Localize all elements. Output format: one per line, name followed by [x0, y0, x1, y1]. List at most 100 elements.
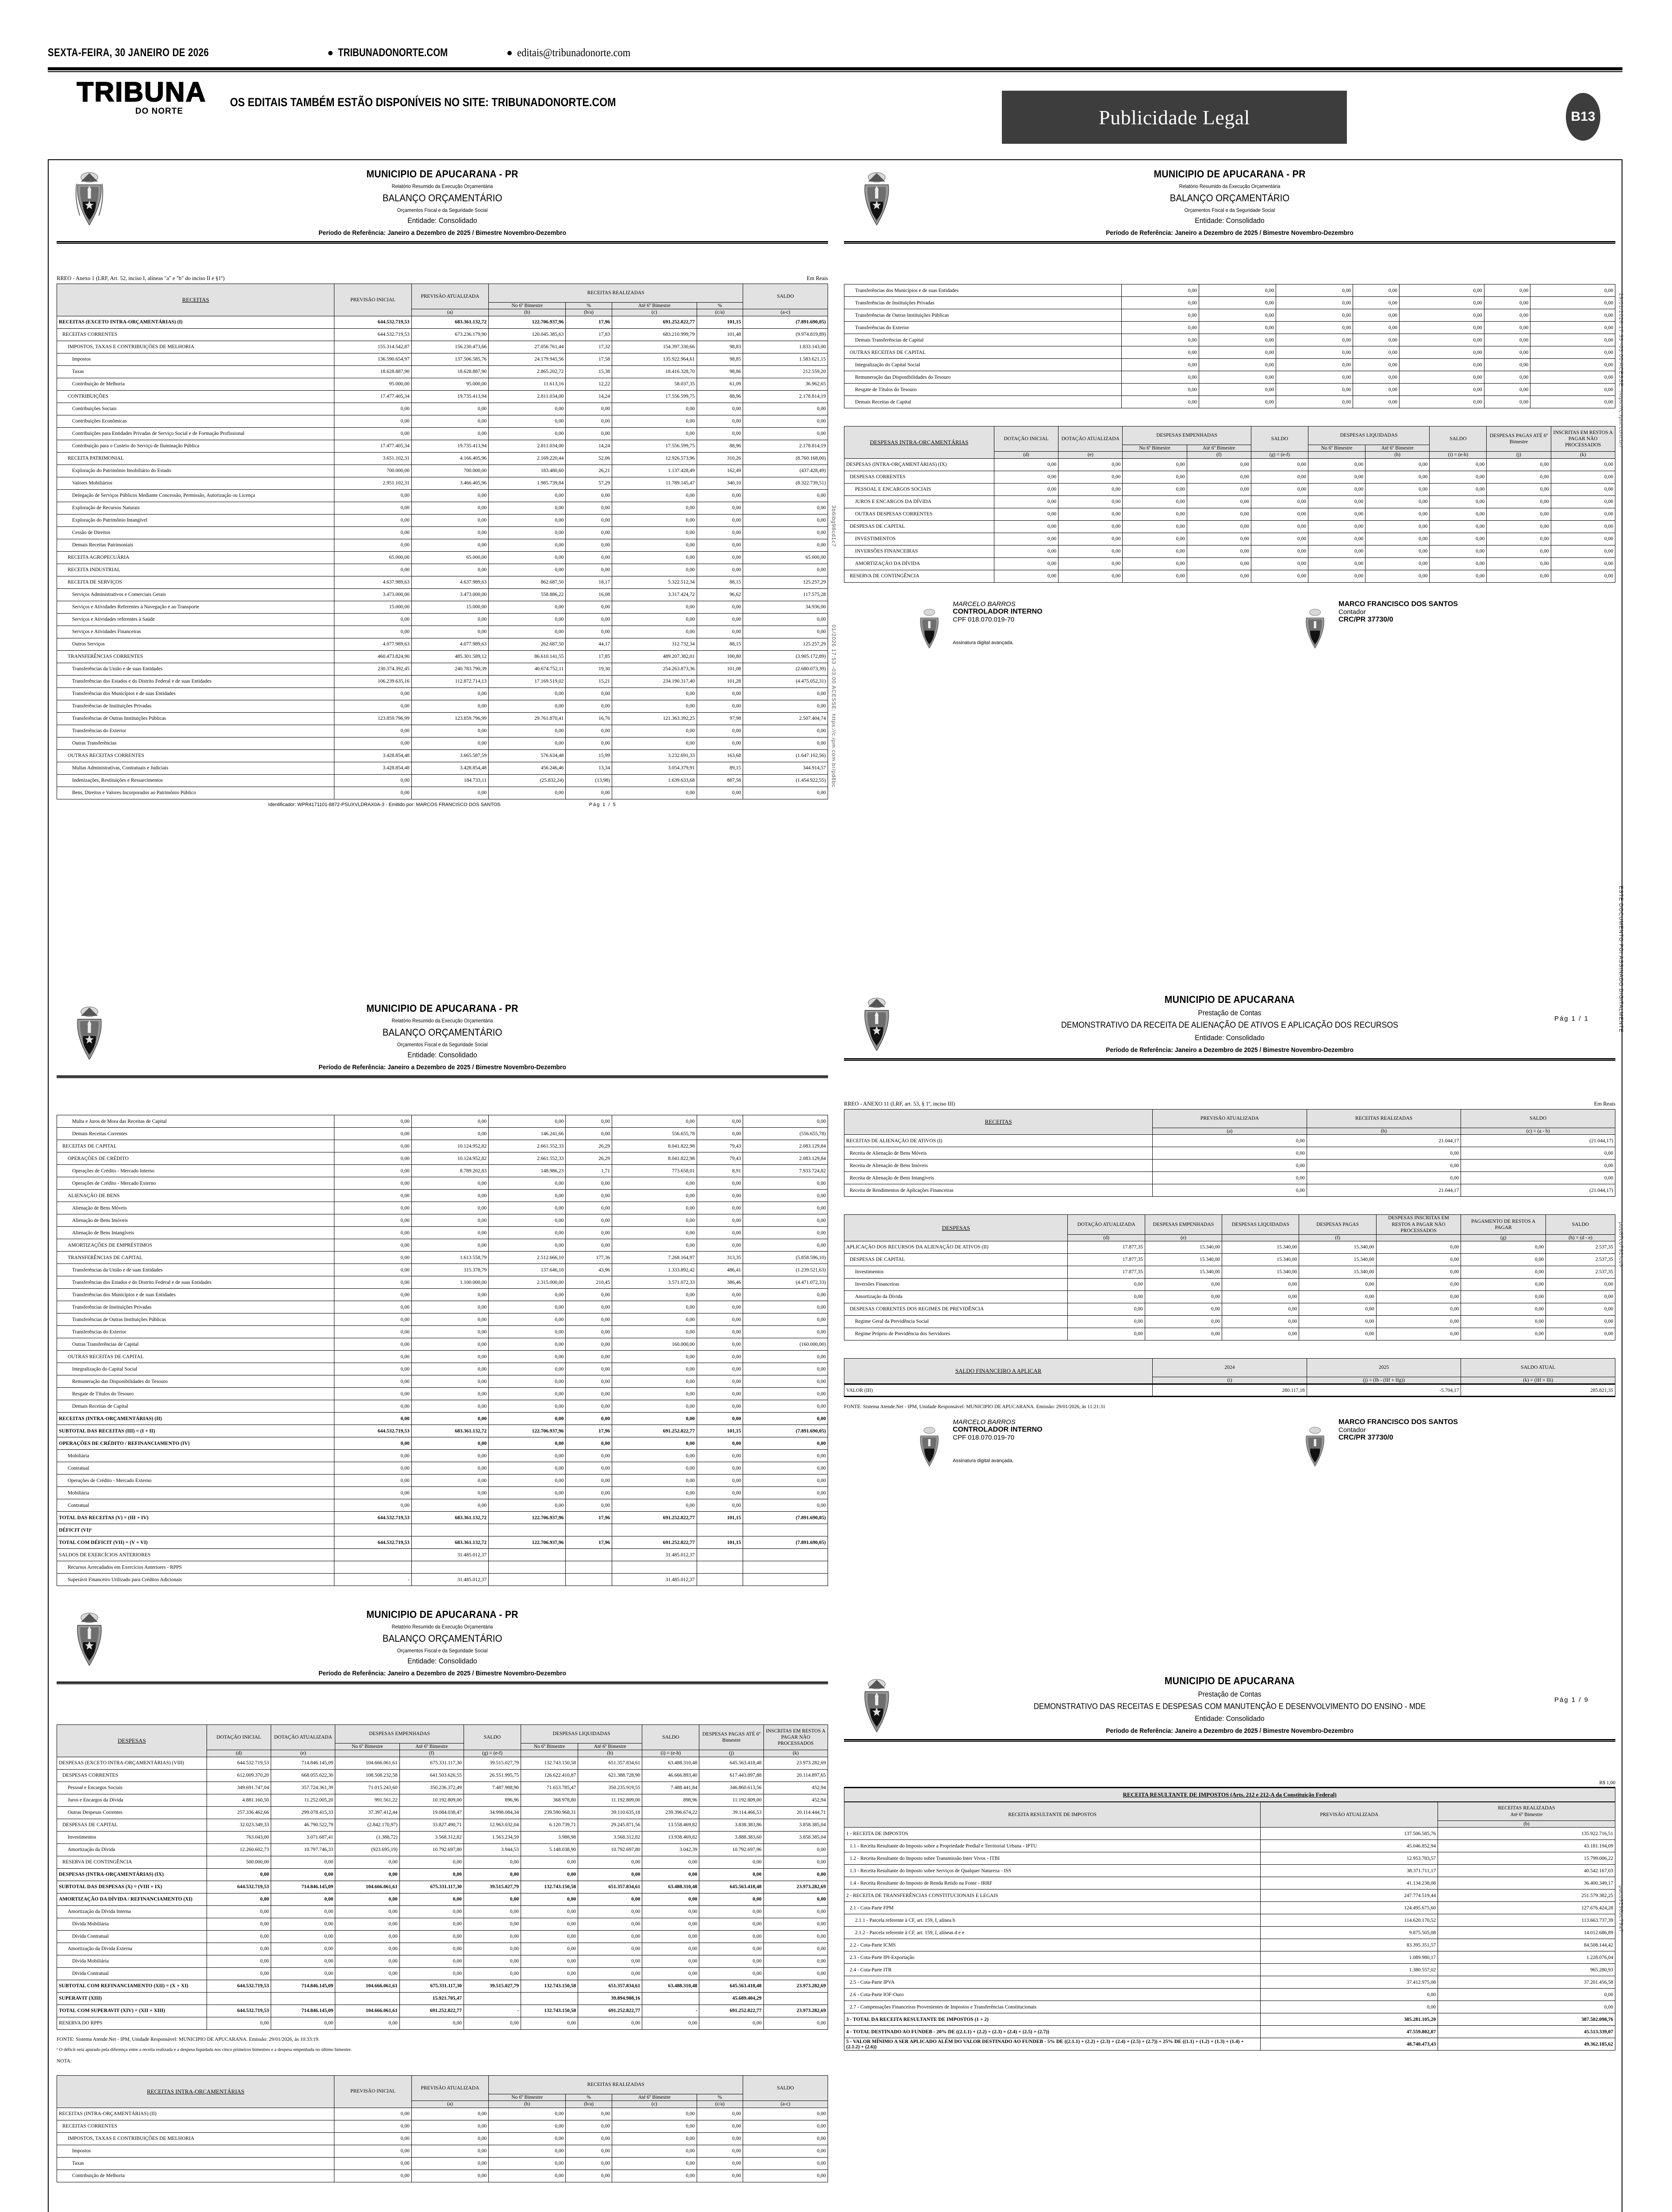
row-value: 0,00 — [642, 1917, 700, 1931]
row-value: 0,00 — [1121, 371, 1199, 384]
row-value: 350.236.372,49 — [399, 1781, 464, 1794]
row-value: 0,00 — [743, 1115, 828, 1128]
row-value: 36.962,65 — [743, 377, 828, 391]
table-row: DESPESAS CORRENTES DOS REGIMES DE PREVID… — [844, 1302, 1615, 1316]
row-value: 137.506.585,76 — [411, 353, 489, 366]
table-row: Contribuições Sociais 0,00 0,00 0,00 0,00 0,0… — [56, 402, 828, 415]
row-value: 645.563.418,48 — [699, 1880, 764, 1893]
row-value: 15.340,00 — [1144, 1253, 1223, 1266]
row-value: 0,00 — [271, 1955, 336, 1968]
row-value: 0,00 — [1308, 458, 1366, 471]
row-value: 0,00 — [993, 557, 1059, 570]
th-key-g-ali: (g) — [1461, 1234, 1546, 1241]
row-label: Recursos Arrecadados em Exercícios Anter… — [56, 1561, 335, 1574]
row-label: Integralização do Capital Social — [844, 358, 1122, 371]
row-value: 0,00 — [1399, 309, 1484, 322]
row-value: 0,00 — [565, 625, 612, 638]
masthead: SEXTA-FEIRA, 30 JANEIRO DE 2026 TRIBUNAD… — [0, 0, 1672, 150]
row-value: 32.023.349,33 — [206, 1818, 272, 1832]
row-value — [743, 1573, 828, 1586]
row-value: 0,00 — [696, 1400, 744, 1413]
row-value: 0,00 — [696, 563, 744, 576]
row-value: 887,58 — [696, 774, 744, 787]
table-row: Alienação de Bens Imóveis 0,00 0,00 0,00 0,0… — [56, 1214, 828, 1227]
row-value: 0,00 — [611, 415, 697, 428]
doc-org-name: MUNICIPIO DE APUCARANA - PR — [366, 168, 518, 180]
row-label: Receita de Alienação de Bens Móveis — [844, 1147, 1153, 1160]
table-row: Demais Receitas Patrimoniais 0,00 0,00 0,00… — [56, 538, 828, 552]
row-value: 668.055.622,30 — [271, 1769, 336, 1782]
email-link[interactable]: editais@tribunadonorte.com — [517, 46, 631, 59]
table-row: Juros e Encargos da Dívida 4.881.160,50 11… — [57, 1793, 828, 1807]
table-row: 2.1.1 - Parcela referente à CF, art. 159… — [844, 1914, 1615, 1927]
row-value: 0,00 — [1299, 1327, 1377, 1340]
row-value: 0,00 — [743, 1301, 828, 1313]
row-value: 98,85 — [696, 353, 744, 366]
row-value: 0,00 — [763, 1905, 828, 1918]
table-row: Impostos 0,00 0,00 0,00 0,00 0,00 0,00 0,00 — [56, 2144, 828, 2158]
row-value: 0,00 — [1461, 1315, 1546, 1328]
row-value: 0,00 — [520, 1917, 579, 1931]
website-link[interactable]: TRIBUNADONORTE.COM — [338, 46, 448, 59]
row-value: (21.044,17) — [1461, 1184, 1615, 1197]
row-value: 0,00 — [335, 1905, 400, 1918]
row-value: 896,96 — [463, 1793, 521, 1807]
row-label: 2.1.1 - Parcela referente à CF, art. 159… — [844, 1914, 1261, 1927]
row-value: 0,00 — [565, 1474, 612, 1487]
row-value: 0,00 — [696, 1301, 744, 1313]
row-value — [696, 1548, 744, 1561]
row-value: - — [642, 2004, 700, 2017]
row-value: 3.568.312,82 — [399, 1831, 464, 1844]
row-value: 18.416.328,70 — [611, 365, 697, 378]
row-value: 3.988,98 — [520, 1831, 579, 1844]
row-value: 45.046.852,94 — [1260, 1839, 1438, 1853]
row-value: 0,00 — [411, 1214, 489, 1227]
row-value — [696, 1561, 744, 1574]
row-value: 0,00 — [411, 1462, 489, 1475]
row-value: 0,00 — [463, 1868, 521, 1881]
row-value: 122.706.937,96 — [488, 1511, 566, 1524]
row-value: 0,00 — [696, 737, 744, 750]
row-value: 0,00 — [743, 1486, 828, 1499]
row-value: 108.508.232,58 — [335, 1769, 400, 1782]
row-value: 11.192.809,00 — [699, 1793, 764, 1807]
th-pagas-i: DESPESAS PAGAS ATÉ 6º Bimestre — [1486, 426, 1551, 452]
row-value: 0,00 — [411, 1127, 489, 1140]
row-label: OUTRAS RECEITAS DE CAPITAL — [56, 1350, 335, 1363]
row-value: 18.628.887,90 — [411, 365, 489, 378]
th-key-i-sf: (i) — [1152, 1376, 1307, 1385]
row-label: VALOR (III) — [844, 1383, 1153, 1398]
row-value: 0,00 — [1399, 346, 1484, 359]
row-value: 15.000,00 — [411, 600, 489, 614]
row-label: RESERVA DE CONTINGÊNCIA — [57, 1855, 207, 1869]
row-value: 254.263.873,36 — [611, 662, 697, 676]
th-dotacao-inicial-i: DOTAÇÃO INICIAL — [993, 426, 1059, 452]
row-value: 0,00 — [411, 402, 489, 415]
row-value: 0,00 — [611, 2107, 697, 2120]
row-value: 0,00 — [1530, 284, 1615, 297]
row-value: 0,00 — [611, 1325, 697, 1338]
row-value: 485.301.589,12 — [411, 650, 489, 663]
row-value: 0,00 — [411, 2169, 489, 2182]
row-value: 0,00 — [463, 1942, 521, 1955]
row-value: 0,00 — [743, 2120, 828, 2133]
row-value: 0,00 — [611, 563, 697, 576]
anexo-line: RREO - ANEXO 11 (LRF, art. 53, § 1º, inc… — [844, 1101, 1615, 1107]
row-value: 0,00 — [1250, 569, 1308, 583]
row-value: 0,00 — [578, 1967, 643, 1980]
th-key-b: (b) — [488, 309, 566, 316]
row-value: 0,00 — [578, 2016, 643, 2030]
signer-registration: CPF 018.070.019-70 — [953, 615, 1015, 623]
row-value: 17,83 — [565, 328, 612, 341]
row-value: 0,00 — [334, 563, 412, 576]
row-value: 0,00 — [743, 687, 828, 700]
row-value: 0,00 — [611, 1226, 697, 1239]
row-value: 0,00 — [1198, 346, 1277, 359]
row-label: Mobiliária — [56, 1449, 335, 1462]
table-despesas-body: DESPESAS (EXCETO INTRA-ORÇAMENTÁRIAS) (V… — [57, 1756, 828, 2030]
table-alienacao-receitas: RECEITAS PREVISÃO ATUALIZADA RECEITAS RE… — [844, 1109, 1615, 1197]
row-value: 0,00 — [565, 2157, 612, 2170]
row-value: 0,00 — [334, 1350, 412, 1363]
row-value: 65.000,00 — [334, 551, 412, 564]
row-value: 0,00 — [411, 1301, 489, 1313]
